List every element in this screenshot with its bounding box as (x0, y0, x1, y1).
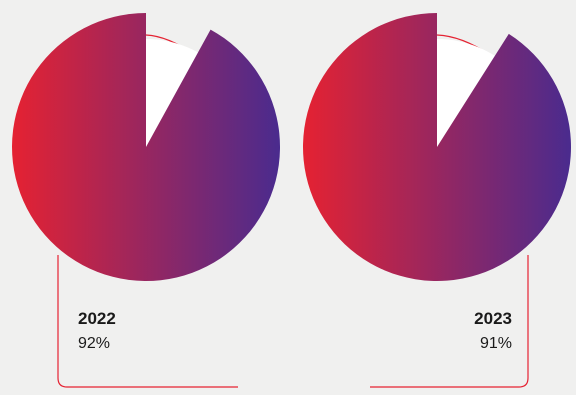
pie-slice-2022 (12, 13, 281, 281)
year-label-2023: 2023 (474, 309, 512, 328)
pie-chart-2023 (302, 13, 571, 281)
pie-slice-2023 (302, 13, 571, 281)
value-label-2022: 92% (78, 335, 111, 352)
year-label-2022: 2022 (78, 309, 116, 328)
value-label-2023: 91% (479, 335, 512, 352)
pie-chart-2022 (12, 13, 281, 281)
